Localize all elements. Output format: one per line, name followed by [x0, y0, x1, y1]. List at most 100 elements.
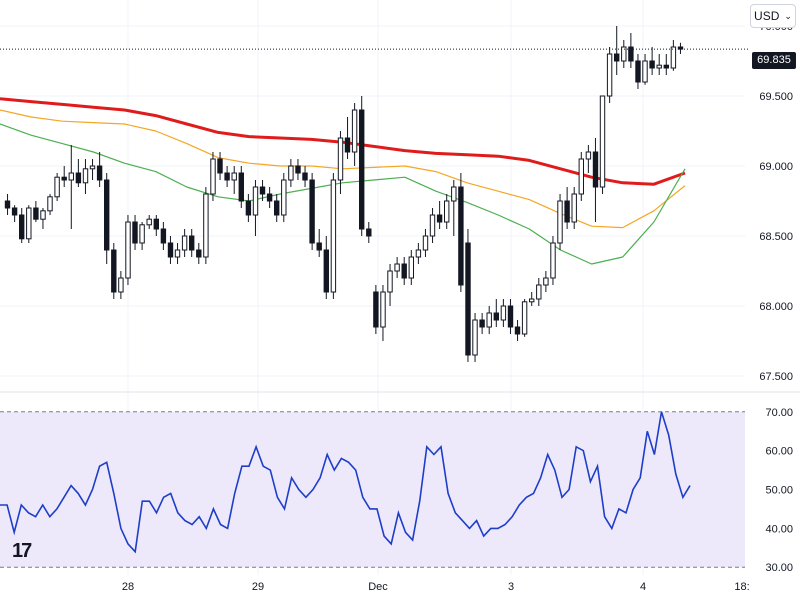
- candle-body: [203, 193, 209, 258]
- candle: [415, 243, 422, 264]
- candle: [231, 166, 237, 194]
- candle-body: [458, 186, 464, 286]
- candle: [649, 47, 655, 75]
- candle-body: [146, 218, 152, 226]
- candle-body: [33, 207, 39, 220]
- candle: [458, 173, 464, 292]
- candle: [33, 201, 39, 222]
- tradingview-logo: 17: [12, 540, 32, 562]
- candle: [373, 285, 379, 334]
- candle: [628, 33, 634, 68]
- candle-body: [557, 200, 563, 244]
- candle-body: [571, 193, 577, 223]
- candle: [89, 159, 96, 180]
- candle: [96, 152, 103, 187]
- candle: [245, 194, 252, 222]
- candle-body: [493, 312, 500, 321]
- candle-body: [160, 228, 167, 244]
- candle-body: [585, 151, 592, 160]
- candle-body: [189, 235, 195, 251]
- candle-body: [118, 277, 124, 293]
- candle: [160, 222, 167, 250]
- currency-dropdown[interactable]: USD ⌄: [750, 4, 796, 28]
- candle: [40, 208, 46, 229]
- candle-body: [614, 53, 620, 62]
- candle: [564, 187, 570, 229]
- candle-body: [401, 263, 407, 279]
- candle-body: [628, 46, 634, 62]
- candle-body: [266, 193, 273, 202]
- candle-body: [479, 319, 485, 328]
- candle: [54, 173, 60, 201]
- candle: [479, 313, 485, 334]
- candle-body: [259, 186, 266, 195]
- candle: [486, 306, 492, 334]
- candle-body: [543, 277, 549, 286]
- candle: [125, 215, 131, 285]
- candle-body: [649, 60, 655, 69]
- candle-body: [104, 179, 110, 251]
- candle: [104, 173, 110, 264]
- candle: [557, 194, 563, 250]
- candle-body: [578, 158, 584, 195]
- candle: [238, 166, 245, 208]
- candle: [19, 208, 25, 243]
- candle-body: [11, 207, 18, 216]
- candle-body: [61, 176, 67, 181]
- candle-body: [196, 249, 202, 258]
- candle-body: [75, 172, 82, 184]
- candle: [259, 180, 266, 201]
- currency-label: USD: [754, 9, 780, 23]
- candle-body: [380, 291, 386, 328]
- candle: [11, 205, 18, 222]
- time-tick-label: 18:: [734, 581, 749, 593]
- candle: [394, 257, 400, 278]
- candle-body: [274, 200, 280, 216]
- ma-short-line: [0, 123, 686, 265]
- rsi-tick-label: 60.00: [765, 446, 793, 458]
- candle: [351, 103, 358, 166]
- candle-body: [309, 179, 315, 244]
- candle-body: [429, 214, 436, 237]
- candle: [592, 138, 599, 222]
- candle: [68, 145, 74, 229]
- candle: [465, 229, 471, 362]
- time-tick-label: 28: [122, 581, 134, 593]
- candle-body: [599, 95, 606, 188]
- candle-body: [337, 137, 344, 181]
- last-price-badge: 69.835: [752, 52, 796, 69]
- candle: [196, 243, 202, 264]
- candle-body: [394, 263, 400, 272]
- rsi-band: [0, 411, 745, 568]
- candle-body: [606, 53, 613, 97]
- candle: [302, 166, 308, 187]
- candle-body: [408, 256, 415, 279]
- rsi-line: [0, 411, 691, 554]
- candle: [642, 54, 648, 85]
- candle: [309, 173, 315, 250]
- time-tick-label: Dec: [368, 581, 388, 593]
- candle: [26, 205, 32, 243]
- candle: [217, 152, 223, 180]
- candle-body: [281, 179, 287, 216]
- chevron-down-icon: ⌄: [784, 10, 792, 21]
- candle-body: [68, 172, 74, 181]
- candle-body: [26, 207, 32, 240]
- price-tick-label: 69.000: [759, 161, 793, 173]
- candle-body: [472, 319, 478, 356]
- candle-body: [415, 249, 422, 258]
- candle: [82, 159, 89, 194]
- candle: [536, 278, 542, 306]
- candle: [500, 299, 507, 327]
- candle: [444, 194, 450, 229]
- rsi-tick-label: 40.00: [765, 523, 793, 535]
- candlesticks: [4, 26, 684, 362]
- candle-body: [111, 249, 117, 293]
- candle-body: [47, 196, 53, 212]
- candle: [606, 47, 613, 103]
- candle: [621, 40, 627, 68]
- rsi-tick-label: 50.00: [765, 485, 793, 497]
- candle-body: [167, 242, 174, 258]
- candle: [493, 299, 500, 327]
